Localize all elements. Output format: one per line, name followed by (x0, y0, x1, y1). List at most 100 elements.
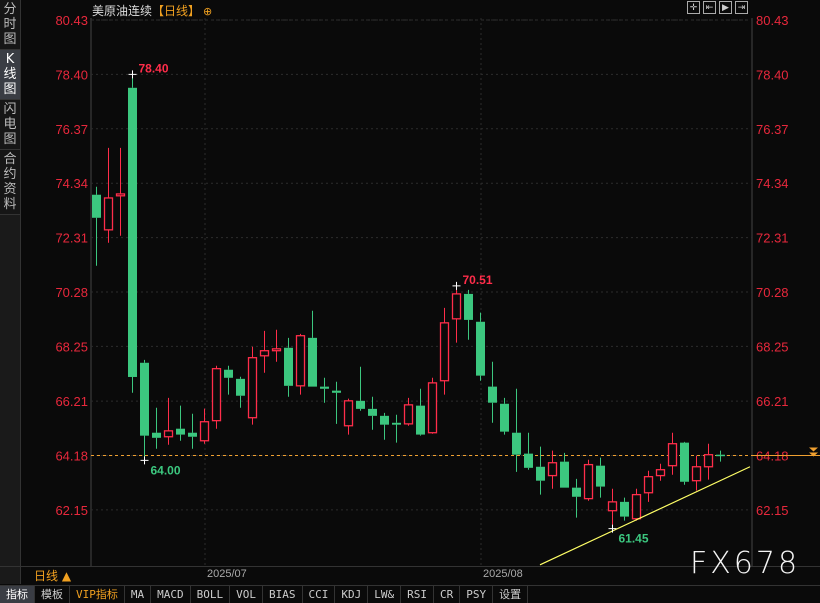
candle (536, 446, 545, 495)
candle-body (343, 400, 354, 427)
candle-body (403, 404, 414, 425)
candle-body (547, 462, 558, 477)
candle-body (103, 197, 114, 231)
candle (356, 366, 365, 411)
candle (92, 186, 101, 266)
candle-body (536, 466, 545, 481)
candle-body (332, 390, 341, 393)
toolbar-item[interactable]: LW& (368, 586, 402, 603)
candle (691, 455, 702, 491)
toolbar-item[interactable]: 指标 (0, 586, 35, 603)
candle-body (176, 428, 185, 435)
candle-body (308, 337, 317, 387)
candle (152, 407, 161, 449)
candle (259, 330, 270, 373)
toolbar-item[interactable]: CR (434, 586, 461, 603)
right-price-tick: 70.28 (756, 285, 789, 300)
candle-body (643, 476, 654, 494)
play-range-icon[interactable]: ▶ (719, 1, 732, 14)
candle (500, 397, 509, 435)
candle (403, 397, 414, 426)
toolbar-item[interactable]: BOLL (191, 586, 231, 603)
extreme-price-label: 70.51 (463, 273, 493, 287)
candle-body (716, 454, 725, 457)
sidebar-tab-timeshare[interactable]: 分时图 (0, 0, 20, 50)
extreme-price-label: 78.40 (139, 61, 169, 75)
candle-body (236, 378, 245, 396)
trendline (539, 466, 751, 566)
candle-body (416, 405, 425, 435)
date-tick: 2025/07 (207, 568, 247, 580)
candle (596, 457, 605, 498)
left-price-tick: 78.40 (55, 67, 88, 82)
candle-body (680, 442, 689, 482)
left-price-tick: 80.43 (55, 13, 88, 28)
extreme-price-label: 64.00 (151, 463, 181, 477)
extreme-marker-icon (128, 70, 137, 79)
candle-body (596, 465, 605, 487)
right-price-tick: 66.21 (756, 394, 789, 409)
candle-body (703, 454, 714, 468)
candle-body (259, 350, 270, 357)
candle-body (128, 87, 137, 377)
toolbar-item[interactable]: 模板 (35, 586, 70, 603)
range-icon[interactable]: ⇤ (703, 1, 716, 14)
candle (115, 147, 126, 236)
candle (211, 365, 222, 429)
candle-body (392, 422, 401, 425)
toolbar-item[interactable]: 设置 (493, 586, 529, 603)
date-tick: 2025/08 (483, 568, 523, 580)
candle (128, 74, 137, 393)
candle (572, 478, 581, 518)
toolbar-item[interactable]: CCI (303, 586, 336, 603)
toolbar-item[interactable]: MA (125, 586, 152, 603)
candle (320, 377, 329, 403)
candle (439, 307, 450, 395)
candle-body (247, 357, 258, 419)
last-price-marker-icon (809, 447, 818, 457)
chart-title: 美原油连续【日线】 ⊕ (92, 2, 212, 19)
candle (308, 310, 317, 387)
candle (667, 432, 678, 475)
sidebar-tab-contract-info[interactable]: 合约资料 (0, 150, 20, 215)
crosshair-icon[interactable]: ✛ (687, 1, 700, 14)
candle (547, 450, 558, 489)
sidebar-tab-flash[interactable]: 闪电图 (0, 100, 20, 150)
crosshair-circle-icon[interactable]: ⊕ (203, 5, 213, 18)
candle-body (476, 321, 485, 376)
candle-body (500, 403, 509, 432)
candle (271, 329, 282, 362)
toolbar-item[interactable]: VIP指标 (70, 586, 125, 603)
candle-body (380, 415, 389, 425)
instrument-name: 美原油连续 (92, 4, 153, 18)
candle-body (320, 386, 329, 389)
candle-body (583, 463, 594, 500)
candle-body (115, 193, 126, 197)
expand-right-icon[interactable]: ⇥ (735, 1, 748, 14)
candle-body (607, 501, 618, 512)
toolbar-item[interactable]: RSI (401, 586, 434, 603)
period-selector[interactable]: 日线 ▲ (34, 569, 72, 583)
toolbar-item[interactable]: VOL (230, 586, 263, 603)
toolbar-item[interactable]: PSY (460, 586, 494, 603)
candle (103, 147, 114, 243)
left-price-tick: 70.28 (55, 285, 88, 300)
candle (427, 377, 438, 434)
candle-body (163, 430, 174, 438)
candle-body (368, 408, 377, 416)
candle (295, 333, 306, 395)
right-price-tick: 74.34 (756, 176, 789, 191)
toolbar-item[interactable]: MACD (151, 586, 191, 603)
candle-body (620, 501, 629, 517)
toolbar-item[interactable]: KDJ (335, 586, 369, 603)
candle (716, 450, 725, 462)
toolbar-item[interactable]: BIAS (263, 586, 303, 603)
candle (236, 376, 245, 408)
left-price-tick: 72.31 (55, 231, 88, 246)
candle (332, 381, 341, 424)
candle (163, 397, 174, 445)
candle-body (199, 421, 210, 442)
date-axis (0, 566, 820, 586)
